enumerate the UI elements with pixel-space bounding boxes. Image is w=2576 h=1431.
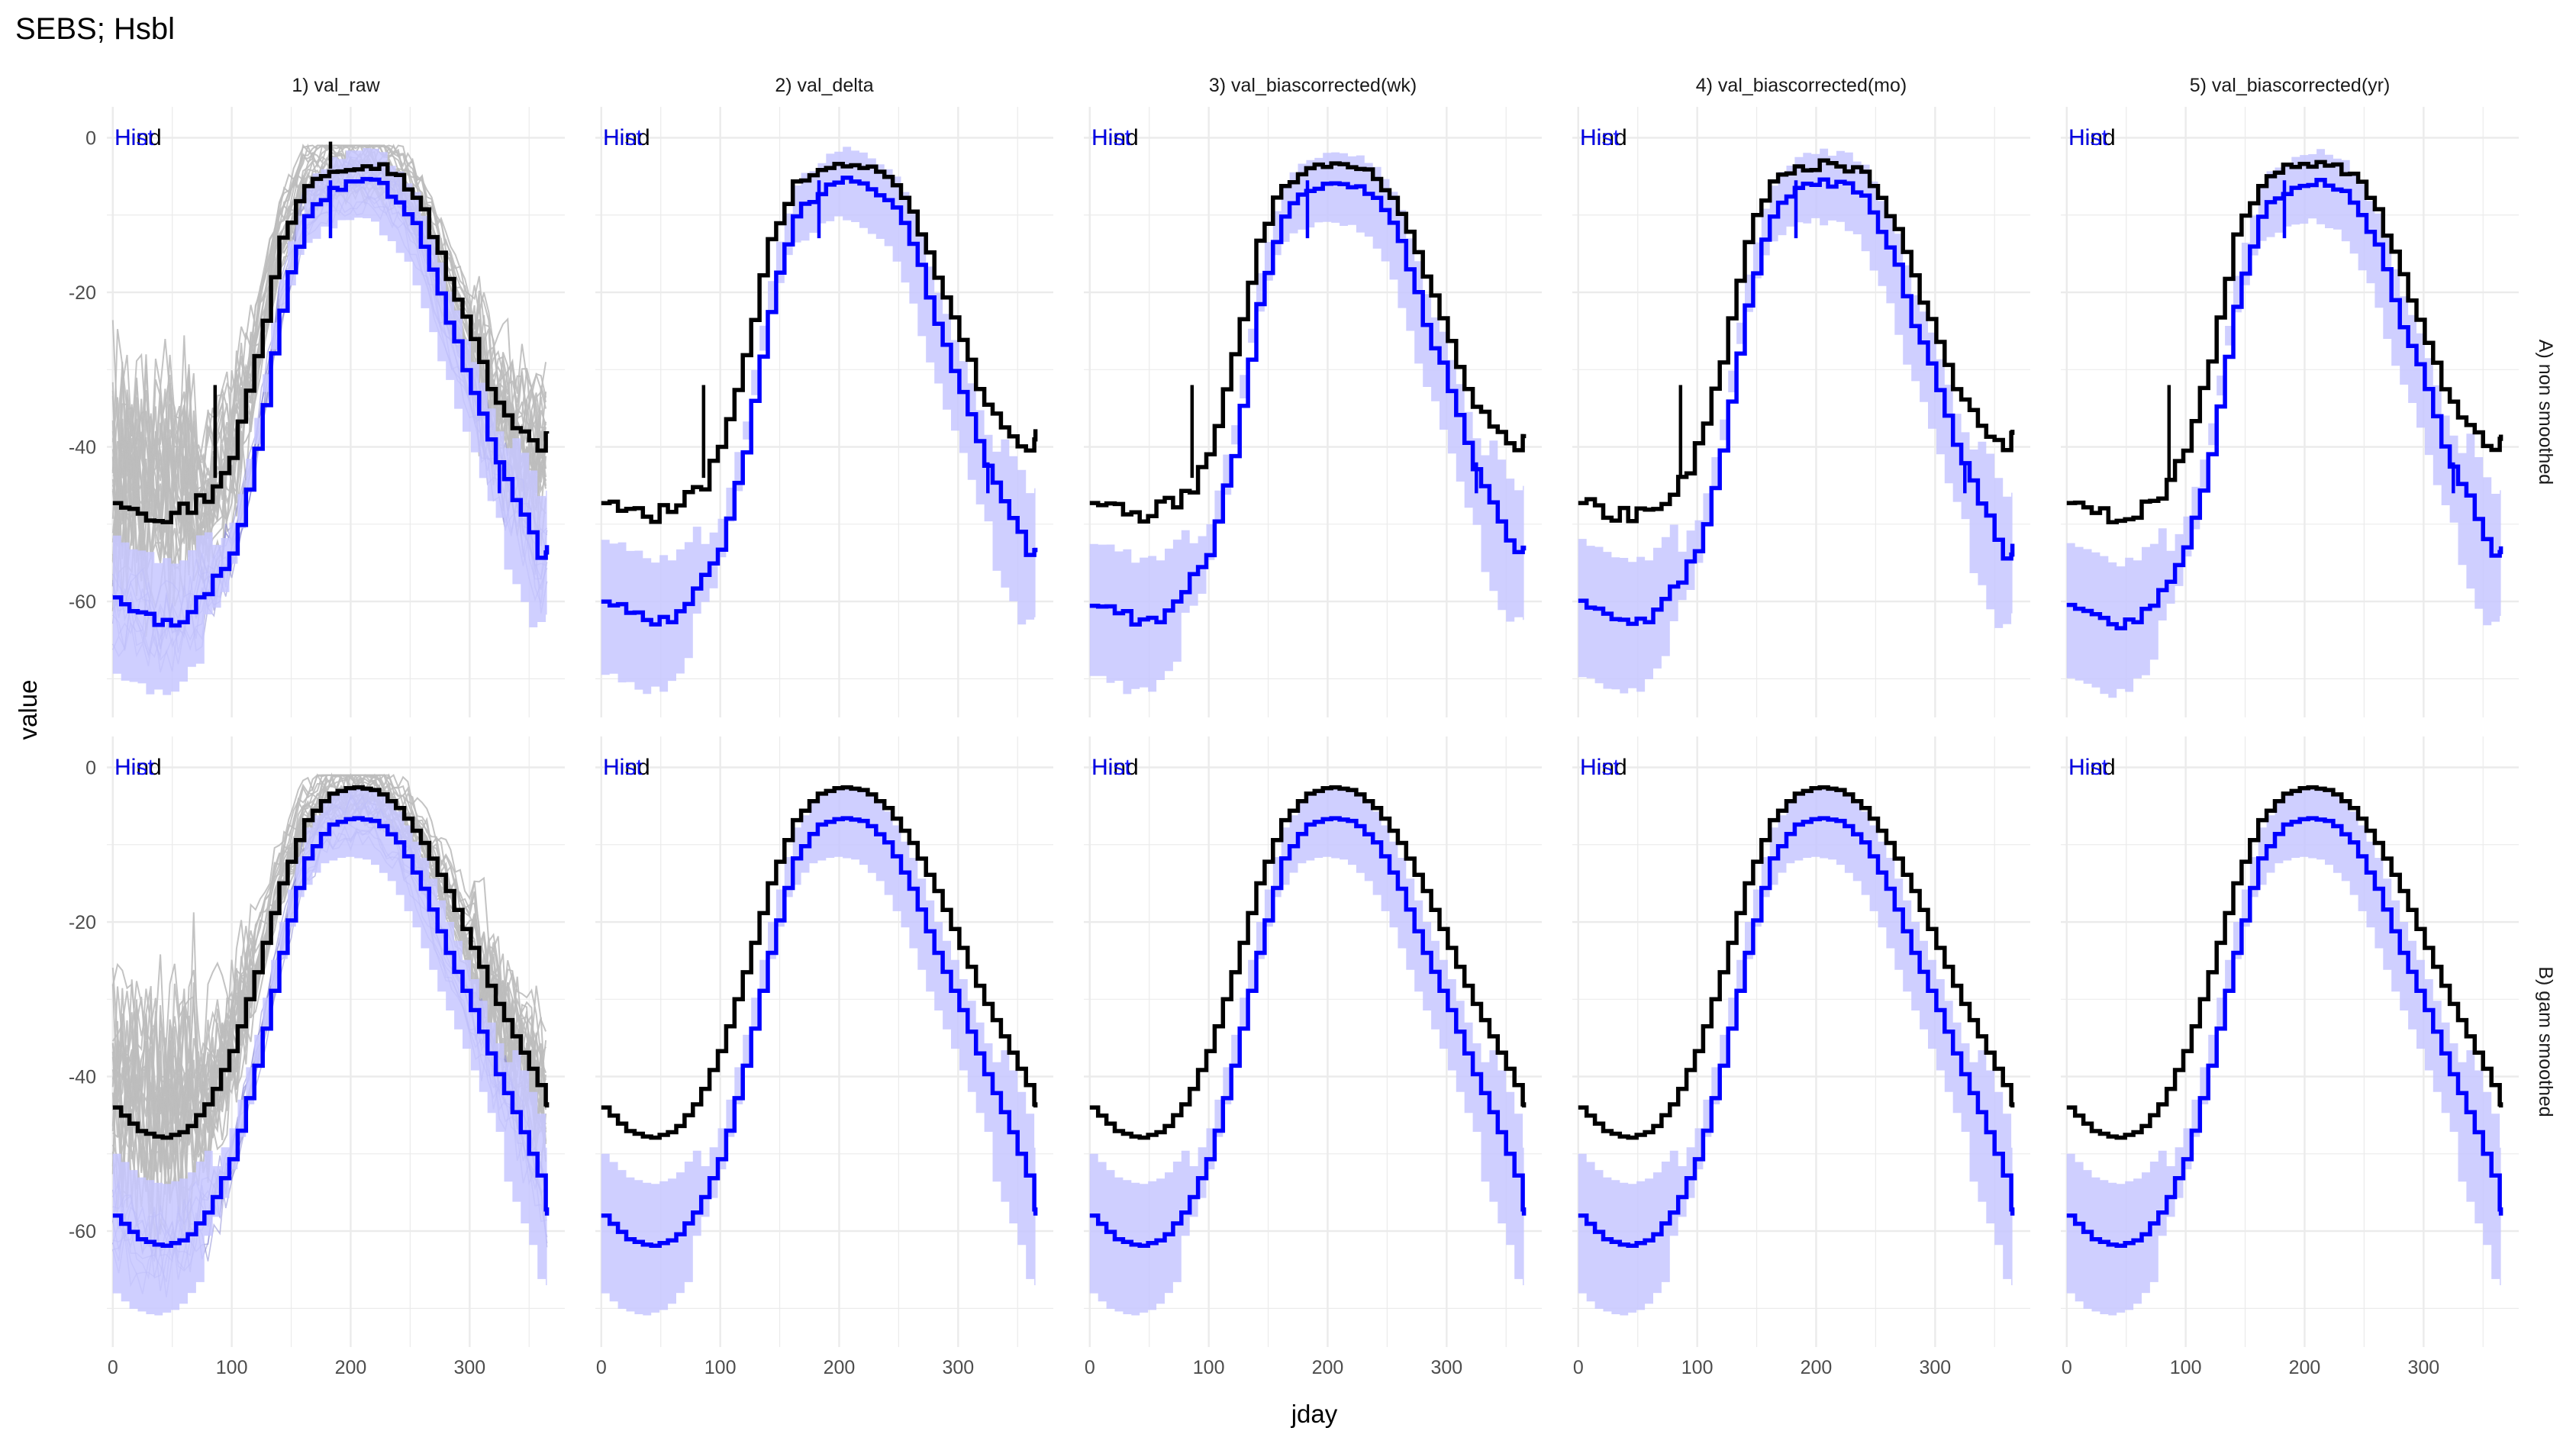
x-tick-label: 100 <box>1681 1357 1714 1378</box>
row-strip-label: B) gam smoothed <box>2535 966 2556 1117</box>
x-tick-label: 100 <box>216 1357 248 1378</box>
column-strip-label: 2) val_delta <box>775 75 873 96</box>
y-tick-label: -40 <box>69 1067 96 1088</box>
x-axis-title: jday <box>1291 1400 1338 1428</box>
x-tick-label: 300 <box>453 1357 485 1378</box>
hist-band <box>1578 788 2013 1316</box>
series-label-hist: Hist <box>603 125 643 150</box>
series-label-hist: Hist <box>114 125 154 150</box>
chart-title: SEBS; Hsbl <box>15 12 175 46</box>
x-tick-label: 0 <box>1085 1357 1095 1378</box>
series-label-hist: Hist <box>1580 125 1620 150</box>
y-axis-title: value <box>14 680 42 740</box>
x-tick-label: 0 <box>596 1357 607 1378</box>
series-label-hist: Hist <box>114 755 154 780</box>
y-tick-label: -20 <box>69 282 96 304</box>
x-tick-label: 200 <box>824 1357 856 1378</box>
x-tick-label: 300 <box>1430 1357 1462 1378</box>
hist-band <box>2067 788 2501 1316</box>
row-strip-label: A) non smoothed <box>2535 340 2556 485</box>
y-tick-label: -20 <box>69 912 96 933</box>
x-tick-label: 0 <box>1573 1357 1584 1378</box>
x-tick-label: 300 <box>2407 1357 2439 1378</box>
series-label-hist: Hist <box>1091 125 1131 150</box>
y-tick-label: -40 <box>69 437 96 459</box>
series-label-hist: Hist <box>2068 755 2108 780</box>
series-label-hist: Hist <box>2068 125 2108 150</box>
x-tick-label: 100 <box>1193 1357 1225 1378</box>
x-tick-label: 200 <box>1801 1357 1833 1378</box>
y-tick-label: 0 <box>85 758 96 779</box>
hist-band <box>601 788 1036 1316</box>
x-tick-label: 300 <box>942 1357 974 1378</box>
column-strip-label: 5) val_biascorrected(yr) <box>2190 75 2391 96</box>
y-tick-label: -60 <box>69 1221 96 1242</box>
x-tick-label: 200 <box>2289 1357 2321 1378</box>
x-tick-label: 0 <box>108 1357 118 1378</box>
column-strip-label: 1) val_raw <box>292 75 380 96</box>
series-label-hist: Hist <box>603 755 643 780</box>
x-tick-label: 100 <box>2170 1357 2202 1378</box>
x-tick-label: 200 <box>335 1357 367 1378</box>
hist-band <box>1090 788 1524 1316</box>
x-tick-label: 0 <box>2062 1357 2072 1378</box>
x-tick-label: 200 <box>1312 1357 1344 1378</box>
series-label-hist: Hist <box>1091 755 1131 780</box>
column-strip-label: 3) val_biascorrected(wk) <box>1209 75 1417 96</box>
series-label-hist: Hist <box>1580 755 1620 780</box>
x-tick-label: 100 <box>704 1357 737 1378</box>
y-tick-label: -60 <box>69 591 96 613</box>
y-tick-label: 0 <box>85 128 96 150</box>
x-tick-label: 300 <box>1919 1357 1951 1378</box>
column-strip-label: 4) val_biascorrected(mo) <box>1696 75 1907 96</box>
